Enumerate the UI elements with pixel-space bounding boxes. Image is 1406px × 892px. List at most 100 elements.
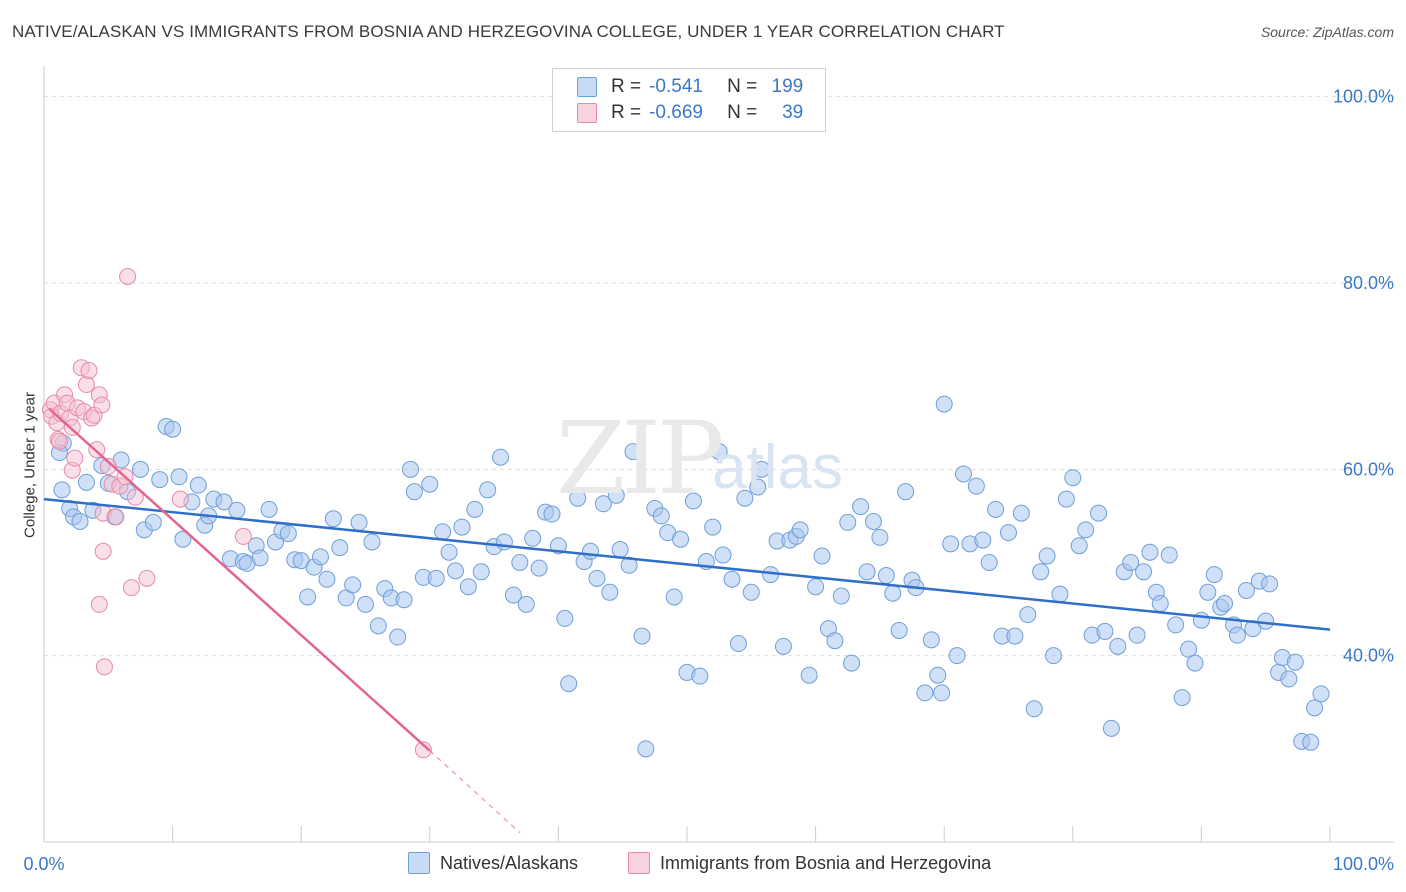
data-point-natives [974,531,992,549]
legend-swatch-blue [408,852,430,874]
data-point-natives [215,493,233,511]
data-point-natives [890,622,908,640]
stats-n-value: 199 [771,76,804,97]
data-point-natives [1038,547,1056,565]
data-point-natives [318,570,336,588]
data-point-natives [843,654,861,672]
data-point-bosnia [122,579,140,597]
data-point-bosnia [63,418,81,436]
data-point-natives [710,443,728,461]
x-tick-label-min: 0.0% [23,854,64,874]
chart-source: Source: ZipAtlas.com [1260,24,1394,40]
data-point-natives [864,512,882,530]
data-point-natives [517,595,535,613]
data-point-natives [151,471,169,489]
data-point-bosnia [234,527,252,545]
data-point-natives [723,570,741,588]
data-point-natives [479,481,497,499]
trend-line-natives [43,497,1331,631]
data-point-natives [1000,524,1017,542]
data-point-natives [884,584,902,602]
data-point-natives [459,578,477,596]
legend-item-natives[interactable]: Natives/Alaskans [408,852,578,874]
data-point-natives [543,505,561,523]
data-point-natives [1173,689,1191,707]
data-point-natives [402,460,420,478]
data-point-natives [714,546,732,564]
data-point-natives [601,583,619,601]
data-point-natives [967,477,985,495]
data-point-bosnia [414,741,432,759]
chart-title: NATIVE/ALASKAN VS IMMIGRANTS FROM BOSNIA… [12,22,1005,41]
data-point-bosnia [126,488,144,506]
data-point-natives [556,609,574,627]
data-point-natives [1077,521,1095,539]
data-point-natives [299,588,317,606]
data-point-natives [369,617,387,635]
data-point-natives [530,559,548,577]
data-point-natives [652,507,670,525]
legend-swatch-pink [628,852,650,874]
stats-r-value: -0.541 [649,76,703,97]
data-point-natives [691,667,709,685]
data-point-natives [980,553,998,571]
data-point-bosnia [171,490,189,508]
x-tick-label-max: 100.0% [1333,854,1394,874]
data-point-natives [504,586,522,604]
data-point-natives [1257,612,1275,630]
data-point-bosnia [95,658,113,676]
data-point-natives [624,443,642,461]
data-point-natives [1090,504,1108,522]
data-point-natives [1180,640,1198,658]
data-point-natives [389,628,407,646]
y-tick-label: 60.0% [1343,459,1394,479]
data-point-natives [453,518,471,536]
data-point-natives [858,563,876,581]
data-point-natives [1141,543,1159,561]
stats-swatch-pink [577,103,597,123]
y-tick-label: 40.0% [1343,646,1394,666]
data-point-natives [1045,647,1063,665]
data-point-natives [942,535,960,553]
data-point-natives [1135,563,1153,581]
data-point-natives [569,489,587,507]
legend-item-bosnia[interactable]: Immigrants from Bosnia and Herzegovina [628,852,991,874]
data-point-natives [665,588,683,606]
data-point-natives [736,489,754,507]
data-point-natives [466,500,484,518]
data-point-natives [916,684,934,702]
data-point-natives [1051,585,1069,603]
data-point-natives [1286,653,1304,671]
trend-line-bosnia-extension [429,750,521,834]
data-point-natives [987,500,1005,518]
data-point-natives [1280,670,1298,688]
data-point-natives [774,637,792,655]
watermark-zip: ZIP [556,400,724,517]
data-point-bosnia [138,569,156,587]
data-point-natives [871,528,889,546]
data-point-bosnia [50,432,68,450]
data-point-natives [839,513,857,531]
data-point-natives [1199,583,1217,601]
data-point-natives [1122,553,1140,571]
data-point-natives [331,539,349,557]
data-point-natives [832,587,850,605]
data-point-natives [357,595,374,613]
legend-label-natives: Natives/Alaskans [440,852,579,873]
data-point-natives [77,473,95,491]
watermark-atlas: atlas [712,433,843,502]
data-point-natives [1186,654,1204,672]
data-point-natives [324,510,342,528]
data-point-natives [933,684,951,702]
data-point-natives [1128,626,1146,644]
y-tick-label: 80.0% [1343,273,1394,293]
data-point-natives [633,627,651,645]
data-point-natives [524,529,542,547]
data-point-natives [1237,581,1255,599]
data-point-natives [492,448,510,466]
data-point-natives [189,476,207,494]
y-axis-label: College, Under 1 year [21,392,39,538]
data-point-natives [1216,594,1234,612]
stats-r-value: -0.669 [649,102,703,123]
